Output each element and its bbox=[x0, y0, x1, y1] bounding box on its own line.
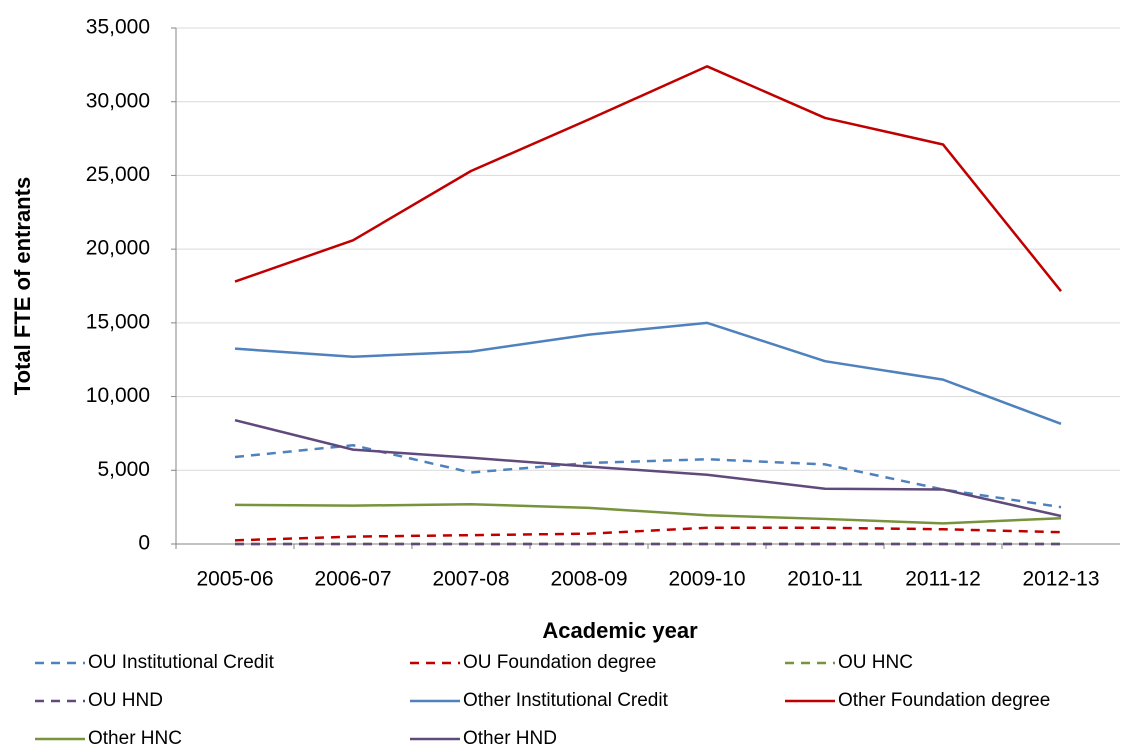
series-line bbox=[234, 502, 1062, 525]
y-tick-label: 15,000 bbox=[86, 310, 150, 333]
y-tick-label: 10,000 bbox=[86, 384, 150, 407]
x-tick-label: 2008-09 bbox=[550, 568, 627, 591]
x-tick-label: 2005-06 bbox=[196, 568, 273, 591]
legend-label: OU HNC bbox=[838, 652, 913, 673]
legend-label: OU Institutional Credit bbox=[88, 652, 275, 673]
series-line bbox=[234, 321, 1062, 426]
legend-label: Other Institutional Credit bbox=[463, 690, 669, 711]
y-tick-label: 0 bbox=[138, 532, 150, 555]
legend-label: Other HNC bbox=[88, 728, 182, 749]
y-tick-label: 25,000 bbox=[86, 163, 150, 186]
series-line bbox=[234, 418, 1062, 518]
legend-label: Other HND bbox=[463, 728, 557, 749]
series-line bbox=[234, 65, 1062, 292]
x-tick-label: 2009-10 bbox=[668, 568, 745, 591]
x-tick-label: 2012-13 bbox=[1022, 568, 1099, 591]
series-line bbox=[234, 526, 1062, 542]
x-tick-label: 2011-12 bbox=[905, 568, 981, 591]
x-tick-label: 2007-08 bbox=[432, 568, 509, 591]
y-axis-title: Total FTE of entrants bbox=[10, 177, 35, 395]
y-tick-label: 5,000 bbox=[97, 458, 150, 481]
y-tick-label: 30,000 bbox=[86, 89, 150, 112]
x-tick-label: 2006-07 bbox=[314, 568, 391, 591]
x-tick-label: 2010-11 bbox=[787, 568, 863, 591]
y-tick-label: 20,000 bbox=[86, 237, 150, 260]
legend-label: Other Foundation degree bbox=[838, 690, 1050, 711]
legend-label: OU HND bbox=[88, 690, 163, 711]
series-line bbox=[234, 443, 1062, 509]
legend-label: OU Foundation degree bbox=[463, 652, 656, 673]
x-axis-title: Academic year bbox=[542, 618, 698, 643]
y-tick-label: 35,000 bbox=[86, 16, 150, 39]
